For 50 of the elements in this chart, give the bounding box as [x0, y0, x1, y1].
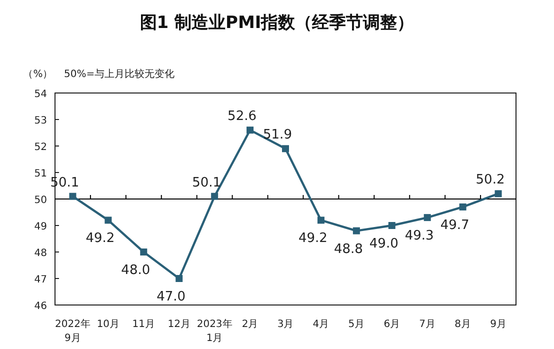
point: [104, 216, 112, 224]
point: [140, 248, 148, 256]
x-tick-label: 8月: [454, 319, 471, 330]
x-tick-label: 2023年 1月: [196, 318, 232, 344]
y-tick-label: 47: [34, 274, 47, 286]
x-tick-label: 2月: [242, 319, 258, 330]
point: [424, 214, 431, 222]
data-label: 49.2: [298, 231, 328, 246]
data-label: 50.1: [192, 175, 222, 190]
point: [69, 192, 76, 200]
x-tick-label: 2022年 9月: [55, 318, 90, 344]
chart-title: 图1 制造业PMI指数（经季节调整）: [140, 13, 414, 33]
data-label: 49.7: [440, 218, 470, 233]
y-tick-label: 50: [34, 195, 47, 206]
x-tick-label: 10月: [96, 319, 120, 330]
point: [494, 190, 502, 198]
data-label: 52.6: [228, 109, 257, 124]
data-label: 49.3: [404, 228, 434, 244]
x-tick-label: 6月: [384, 319, 400, 330]
text: 50%=与上月比较无变化: [64, 68, 175, 80]
point: [352, 227, 360, 234]
data-label: 47.0: [156, 290, 186, 304]
x-tick-label: 9月: [490, 319, 506, 330]
point: [211, 192, 218, 200]
data-label: 50.2: [476, 172, 505, 188]
x-tick-label: 5月: [348, 319, 365, 330]
x-tick-label: 7月: [419, 319, 436, 330]
data-label: 49.2: [86, 231, 115, 246]
y-axis-title: （%）: [23, 69, 53, 80]
point: [317, 216, 324, 224]
point: [176, 275, 183, 282]
y-tick-label: 49: [34, 222, 47, 232]
data-label: 48.8: [334, 242, 363, 257]
data-label: 51.9: [263, 128, 292, 143]
point: [246, 126, 254, 134]
x-tick-label: 11月: [132, 319, 156, 330]
y-tick-label: 53: [34, 116, 47, 126]
x-tick-label: 4月: [312, 319, 330, 330]
point: [388, 222, 396, 229]
data-label: 49.0: [369, 236, 398, 252]
point: [459, 203, 466, 210]
y-tick-label: 52: [34, 142, 47, 153]
x-tick-label: 12月: [168, 319, 190, 330]
y-tick-label: 54: [34, 89, 47, 100]
y-tick-label: 46: [34, 301, 47, 312]
point: [282, 145, 289, 152]
y-tick-label: 51: [34, 168, 47, 180]
y-tick-label: 48: [34, 248, 47, 259]
x-tick-label: 3月: [277, 319, 294, 330]
data-label: 48.0: [121, 263, 150, 278]
